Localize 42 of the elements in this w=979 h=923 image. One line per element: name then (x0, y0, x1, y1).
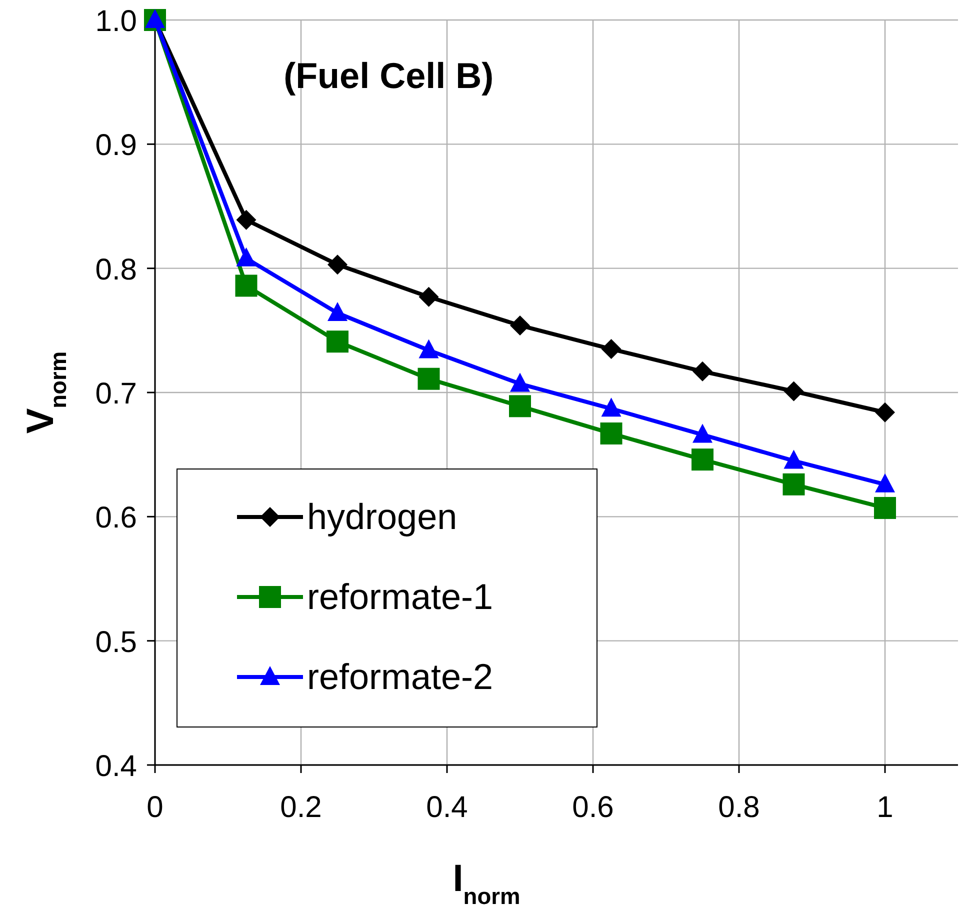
point (418, 339, 439, 358)
point (236, 247, 256, 266)
y-tick-label: 1.0 (95, 5, 137, 38)
point (784, 450, 804, 469)
x-tick-label: 1 (876, 791, 894, 824)
point (692, 424, 712, 443)
x-tick-label: 0.2 (280, 791, 322, 824)
point (601, 398, 622, 417)
point (510, 315, 530, 336)
x-tick-label: 0.8 (718, 791, 760, 824)
y-tick-label: 0.9 (95, 129, 137, 162)
point (418, 368, 440, 390)
legend-label: reformate-2 (307, 656, 494, 697)
point (601, 339, 622, 360)
point (692, 361, 712, 382)
y-tick-label: 0.4 (95, 750, 137, 783)
point (328, 302, 348, 322)
point (326, 330, 348, 353)
point (875, 402, 895, 422)
point (418, 286, 439, 307)
text: (Fuel Cell B) (284, 55, 494, 96)
y-tick-label: 0.6 (95, 502, 137, 535)
point (236, 210, 256, 230)
x-tick-label: 0 (146, 791, 164, 824)
point (784, 381, 804, 402)
legend-label: hydrogen (307, 496, 458, 537)
y-tick-label: 0.5 (95, 626, 137, 659)
point (600, 422, 622, 444)
point (874, 496, 896, 519)
y-tick-label: 0.8 (95, 253, 137, 286)
point (509, 395, 531, 418)
legend-label: reformate-1 (307, 576, 494, 617)
point (235, 274, 258, 297)
x-axis-title: I$_{norm}$ (452, 858, 520, 909)
y-tick-label: 0.7 (95, 378, 137, 410)
x-tick-label: 0.6 (572, 791, 614, 824)
point (782, 473, 805, 496)
point (328, 254, 348, 275)
point (692, 448, 714, 471)
point (510, 372, 530, 392)
x-tick-label: 0.4 (426, 791, 468, 824)
point (875, 473, 895, 492)
